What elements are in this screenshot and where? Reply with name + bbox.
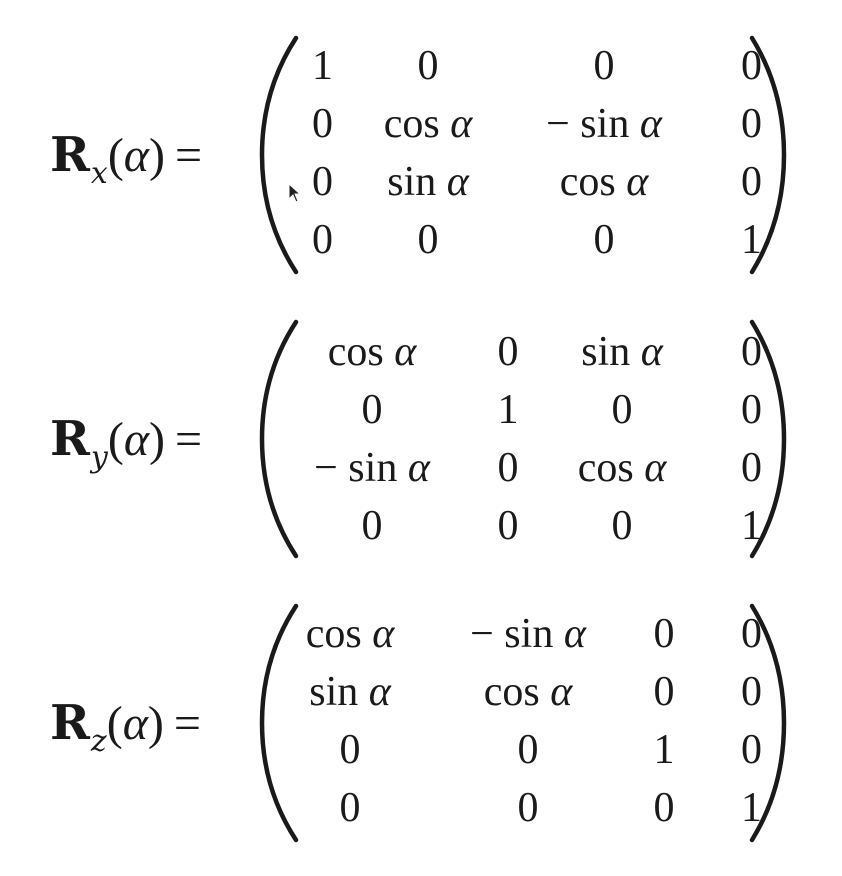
matrix-cell: cos α <box>559 159 649 205</box>
right-bracket <box>749 319 787 559</box>
matrix-cell: 0 <box>741 43 762 89</box>
matrix-cell: 0 <box>497 503 519 549</box>
matrix-cell: 0 <box>417 217 439 263</box>
matrix-cell: 0 <box>611 503 633 549</box>
right-bracket <box>749 603 787 843</box>
left-bracket <box>259 319 299 559</box>
equals-sign: = <box>174 129 203 182</box>
matrix-cell: 1 <box>497 387 519 433</box>
matrix-cell: 0 <box>741 669 762 715</box>
matrix-cell: 1 <box>653 727 675 773</box>
matrix-cell: 0 <box>339 727 361 773</box>
matrix-cell: 0 <box>593 217 615 263</box>
matrix-cell: sin α <box>309 669 391 715</box>
lhs-rx: Rx(α) = <box>50 125 203 191</box>
matrix-cell: 0 <box>593 43 615 89</box>
equals-sign: = <box>175 413 203 466</box>
matrix-cell: sin α <box>387 159 469 205</box>
subscript: z <box>90 724 107 759</box>
matrix-cell: cos α <box>483 669 573 715</box>
matrix-cell: 0 <box>653 611 675 657</box>
matrix-cell: 0 <box>653 785 675 831</box>
matrix-cell: 0 <box>741 445 762 491</box>
matrix-cell: 1 <box>741 785 762 831</box>
matrix-cell: 0 <box>312 101 333 147</box>
matrix-cell: cos α <box>305 611 395 657</box>
matrix-cell: 0 <box>339 785 361 831</box>
matrix-cell: 0 <box>517 727 539 773</box>
rotation-matrix-z: Rz(α) = cos α − sin α 0 0 sin α cos α 0 0 0 0 1 0 0 0 0… <box>0 598 842 848</box>
close-paren: ) <box>149 413 166 466</box>
close-paren: ) <box>149 129 165 182</box>
matrix-cell: 1 <box>312 43 333 89</box>
matrix-cell: 1 <box>741 217 762 263</box>
rotation-matrix-x: Rx(α) = 1 0 0 0 0 cos α − sin α 0 0 sin α cos α 0 0 0 0… <box>0 30 842 280</box>
matrix-cell: 0 <box>361 503 383 549</box>
open-paren: ( <box>106 697 123 750</box>
lhs-rz: Rz(α) = <box>50 693 201 759</box>
matrix-symbol: R <box>50 411 90 467</box>
matrix-cell: 0 <box>741 387 762 433</box>
matrix-cell: 1 <box>741 503 762 549</box>
matrix-cell: 0 <box>312 159 333 205</box>
matrix-cell: 0 <box>611 387 633 433</box>
matrix-brackets <box>259 603 787 843</box>
matrix-cell: 0 <box>653 669 675 715</box>
matrix-cell: cos α <box>383 101 473 147</box>
matrix-symbol: R <box>50 695 90 751</box>
matrix-cell: 0 <box>741 611 762 657</box>
matrix-cell: 0 <box>497 445 519 491</box>
matrix-cell: sin α <box>581 329 663 375</box>
matrix-brackets <box>259 35 787 275</box>
matrix-cell: 0 <box>517 785 539 831</box>
lhs-ry: Ry(α) = <box>50 409 203 475</box>
close-paren: ) <box>147 697 164 750</box>
rotation-matrix-y: Ry(α) = cos α 0 sin α 0 0 1 0 0 − sin α 0 cos α 0 0 0 0… <box>0 314 842 564</box>
equals-sign: = <box>173 697 201 750</box>
matrix-cell: 0 <box>741 727 762 773</box>
matrix-brackets <box>259 319 787 559</box>
matrix-cell: 0 <box>741 329 762 375</box>
matrix-cell: 0 <box>361 387 383 433</box>
matrix-cell: 0 <box>312 217 333 263</box>
matrix-cell: cos α <box>327 329 417 375</box>
right-bracket <box>749 35 787 275</box>
matrix-symbol: R <box>50 127 90 183</box>
subscript: x <box>90 156 108 191</box>
matrix-cell: − sin α <box>470 611 586 657</box>
matrix-cell: − sin α <box>314 445 430 491</box>
subscript: y <box>90 440 108 475</box>
argument: α <box>123 413 150 466</box>
matrix-cell: 0 <box>741 101 762 147</box>
left-bracket <box>259 35 299 275</box>
open-paren: ( <box>107 413 124 466</box>
matrix-cell: 0 <box>497 329 519 375</box>
matrix-cell: 0 <box>741 159 762 205</box>
open-paren: ( <box>107 129 124 182</box>
left-bracket <box>259 603 299 843</box>
mouse-pointer-icon <box>288 183 302 203</box>
argument: α <box>122 697 148 750</box>
argument: α <box>123 129 149 182</box>
matrix-cell: − sin α <box>546 101 662 147</box>
matrix-cell: cos α <box>577 445 667 491</box>
matrix-cell: 0 <box>417 43 439 89</box>
